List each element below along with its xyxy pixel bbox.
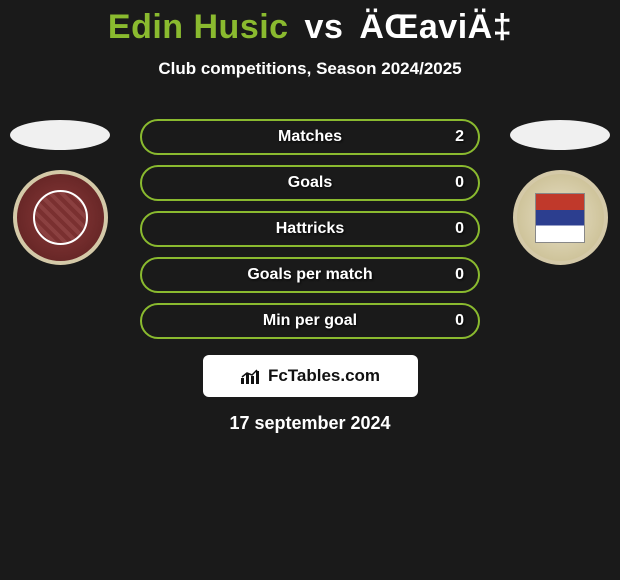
stat-label: Matches [278,128,342,146]
team-logo-right [513,170,608,265]
team-badge-right [510,120,610,260]
stat-label: Goals [288,174,332,192]
stat-value: 0 [455,220,464,238]
stat-value: 0 [455,312,464,330]
stat-label: Hattricks [276,220,344,238]
team-logo-left-inner [33,190,88,245]
stat-row: Matches 2 [140,119,480,155]
subtitle: Club competitions, Season 2024/2025 [0,59,620,79]
ellipse-shadow-right [510,120,610,150]
stat-value: 0 [455,266,464,284]
brand-text: FcTables.com [268,366,380,386]
date-text: 17 september 2024 [0,413,620,434]
comparison-card: Edin Husic vs ÄŒaviÄ‡ Club competitions,… [0,0,620,434]
brand-badge: FcTables.com [203,355,418,397]
stat-label: Goals per match [247,266,372,284]
player-left-name: Edin Husic [108,8,289,46]
stat-label: Min per goal [263,312,357,330]
ellipse-shadow-left [10,120,110,150]
stat-row: Min per goal 0 [140,303,480,339]
team-logo-left [13,170,108,265]
vs-text: vs [305,8,344,46]
bar-chart-icon [240,367,262,385]
stat-value: 0 [455,174,464,192]
stat-row: Goals per match 0 [140,257,480,293]
team-logo-right-inner [535,193,585,243]
page-title: Edin Husic vs ÄŒaviÄ‡ [0,8,620,47]
player-right-name: ÄŒaviÄ‡ [359,8,512,46]
stat-row: Goals 0 [140,165,480,201]
stats-list: Matches 2 Goals 0 Hattricks 0 Goals per … [140,119,480,339]
stat-row: Hattricks 0 [140,211,480,247]
stat-value: 2 [455,128,464,146]
team-badge-left [10,120,110,260]
